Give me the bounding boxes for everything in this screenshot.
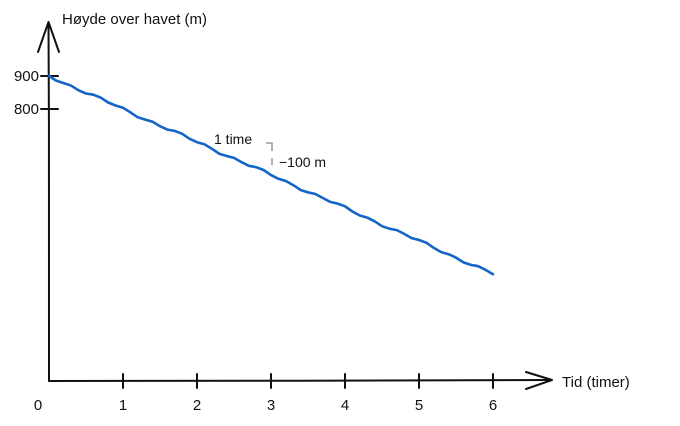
x-axis xyxy=(48,371,553,390)
y-ticks: 900 800 xyxy=(14,68,59,118)
slope-bracket xyxy=(266,142,273,165)
slope-annotation: 1 time −100 m xyxy=(214,131,326,170)
x-tick-label-3: 3 xyxy=(267,397,275,414)
y-axis-title: Høyde over havet (m) xyxy=(62,11,207,28)
x-tick-label-1: 1 xyxy=(119,397,127,414)
y-axis-arrowhead xyxy=(37,21,60,53)
rise-label: −100 m xyxy=(279,154,326,170)
x-axis-title: Tid (timer) xyxy=(562,374,630,391)
y-axis-line xyxy=(47,23,50,382)
run-label: 1 time xyxy=(214,131,252,147)
x-tick-label-2: 2 xyxy=(193,397,201,414)
y-tick-label-900: 900 xyxy=(14,68,39,85)
y-tick-label-800: 800 xyxy=(14,101,39,118)
x-tick-label-5: 5 xyxy=(415,397,423,414)
x-tick-label-4: 4 xyxy=(341,397,349,414)
x-axis-line xyxy=(48,379,552,382)
x-ticks: 0 1 2 3 4 5 6 xyxy=(34,373,497,414)
series-line-0 xyxy=(47,74,495,276)
series-layer xyxy=(47,74,495,276)
x-axis-arrowhead xyxy=(525,371,553,390)
x-tick-label-0: 0 xyxy=(34,397,42,414)
x-tick-label-6: 6 xyxy=(489,397,497,414)
